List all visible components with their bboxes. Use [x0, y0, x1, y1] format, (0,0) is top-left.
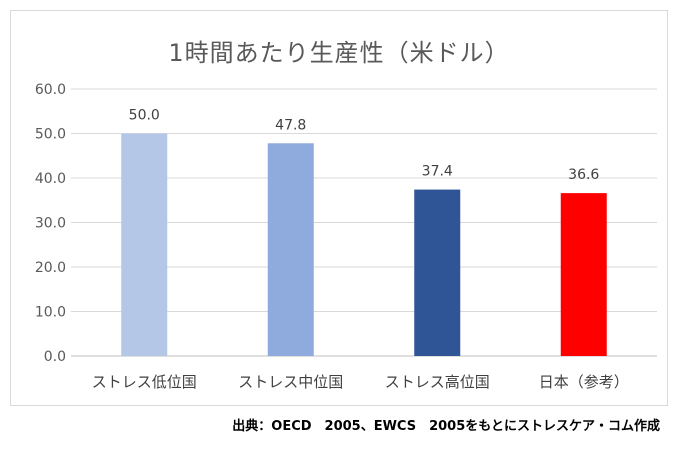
bar: [560, 193, 607, 356]
gridlines: [71, 88, 657, 357]
chart-frame: 1時間あたり生産性（米ドル） 0.0 10.0 20.0 30.0 40.0 50.0 60…: [10, 10, 668, 406]
bar: [267, 143, 314, 356]
bar-chart: 0.0 10.0 20.0 30.0 40.0 50.0 60.0 50.0 47.8 37.4…: [35, 82, 657, 391]
data-label: 36.6: [568, 167, 599, 183]
bar: [414, 189, 461, 356]
data-label: 37.4: [422, 164, 453, 180]
y-tick-label: 0.0: [44, 349, 66, 365]
data-labels: 50.0 47.8 37.4 36.6: [129, 108, 600, 184]
x-tick-label: ストレス低位国: [92, 373, 197, 391]
bar: [121, 133, 168, 356]
data-label: 50.0: [129, 108, 160, 124]
y-tick-label: 30.0: [35, 216, 66, 232]
y-tick-label: 10.0: [35, 305, 66, 321]
y-tick-label: 60.0: [35, 82, 66, 98]
source-note: 出典：OECD 2005、EWCS 2005をもとにストレスケア・コム作成: [232, 419, 660, 434]
bars: [121, 133, 607, 356]
x-tick-label: 日本（参考）: [539, 373, 629, 391]
y-tick-label: 40.0: [35, 171, 66, 187]
x-tick-label: ストレス中位国: [238, 373, 343, 391]
chart-title: 1時間あたり生産性（米ドル）: [168, 39, 510, 67]
x-tick-label: ストレス高位国: [385, 373, 490, 391]
y-tick-label: 20.0: [35, 260, 66, 276]
y-axis-tick-labels: 0.0 10.0 20.0 30.0 40.0 50.0 60.0: [35, 82, 66, 365]
x-axis-tick-labels: ストレス低位国 ストレス中位国 ストレス高位国 日本（参考）: [92, 373, 629, 391]
y-tick-label: 50.0: [35, 127, 66, 143]
data-label: 47.8: [275, 117, 306, 133]
